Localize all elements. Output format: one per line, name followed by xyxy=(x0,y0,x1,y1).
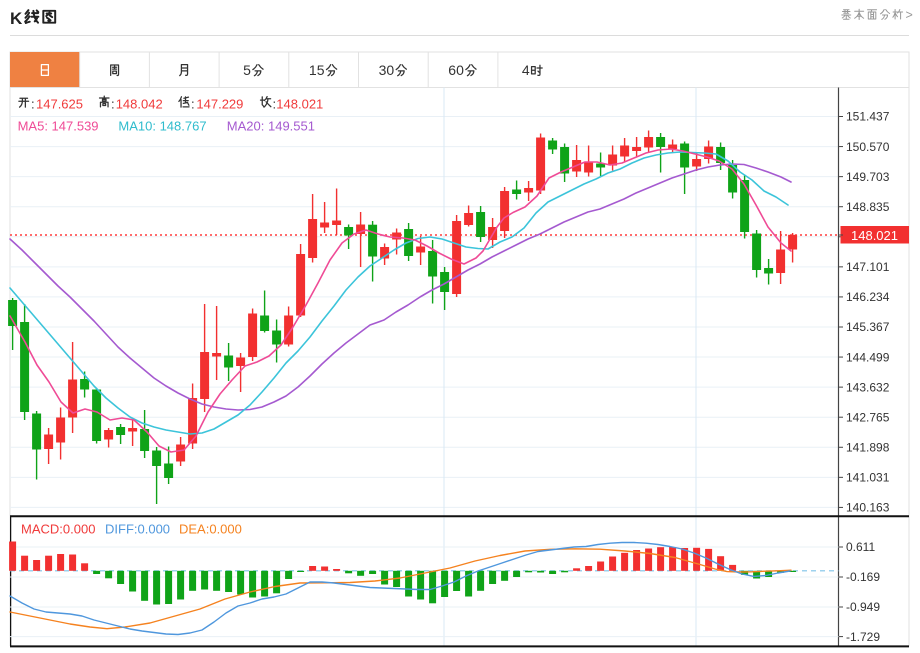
svg-text:147.625: 147.625 xyxy=(36,97,83,112)
svg-text:141.031: 141.031 xyxy=(846,471,890,485)
svg-text:DEA:0.000: DEA:0.000 xyxy=(179,522,242,537)
svg-text:141.898: 141.898 xyxy=(846,441,890,455)
svg-text:148.042: 148.042 xyxy=(116,97,163,112)
svg-text:MA10: 148.767: MA10: 148.767 xyxy=(118,119,206,134)
svg-text:140.163: 140.163 xyxy=(846,501,890,515)
svg-text:151.437: 151.437 xyxy=(846,110,890,124)
svg-text:0.611: 0.611 xyxy=(846,540,875,554)
svg-text:60: 60 xyxy=(448,62,464,78)
svg-text::: : xyxy=(31,97,35,112)
svg-text:30: 30 xyxy=(379,62,395,78)
svg-text:145.367: 145.367 xyxy=(846,320,890,334)
svg-text:142.765: 142.765 xyxy=(846,410,890,424)
svg-text:4: 4 xyxy=(522,62,530,78)
svg-text::: : xyxy=(273,97,277,112)
svg-text:149.703: 149.703 xyxy=(846,170,890,184)
svg-text:146.234: 146.234 xyxy=(846,290,890,304)
svg-text:-1.729: -1.729 xyxy=(846,630,880,644)
svg-text:5: 5 xyxy=(243,62,251,78)
svg-text:148.021: 148.021 xyxy=(276,97,323,112)
svg-text:-0.169: -0.169 xyxy=(846,570,880,584)
svg-text:144.499: 144.499 xyxy=(846,350,890,364)
svg-text:DIFF:0.000: DIFF:0.000 xyxy=(105,522,170,537)
svg-text:>: > xyxy=(906,8,913,22)
svg-text:MACD:0.000: MACD:0.000 xyxy=(21,522,95,537)
svg-text:15: 15 xyxy=(309,62,325,78)
svg-text:K: K xyxy=(10,9,23,28)
svg-text::: : xyxy=(111,97,115,112)
svg-text:147.229: 147.229 xyxy=(196,97,243,112)
svg-text:143.632: 143.632 xyxy=(846,380,890,394)
svg-text:-0.949: -0.949 xyxy=(846,600,880,614)
svg-text:148.835: 148.835 xyxy=(846,200,890,214)
svg-text:MA5: 147.539: MA5: 147.539 xyxy=(18,119,99,134)
svg-text::: : xyxy=(191,97,195,112)
svg-text:150.570: 150.570 xyxy=(846,140,890,154)
svg-text:148.021: 148.021 xyxy=(851,228,898,243)
svg-text:147.101: 147.101 xyxy=(846,260,890,274)
svg-text:MA20: 149.551: MA20: 149.551 xyxy=(227,119,315,134)
